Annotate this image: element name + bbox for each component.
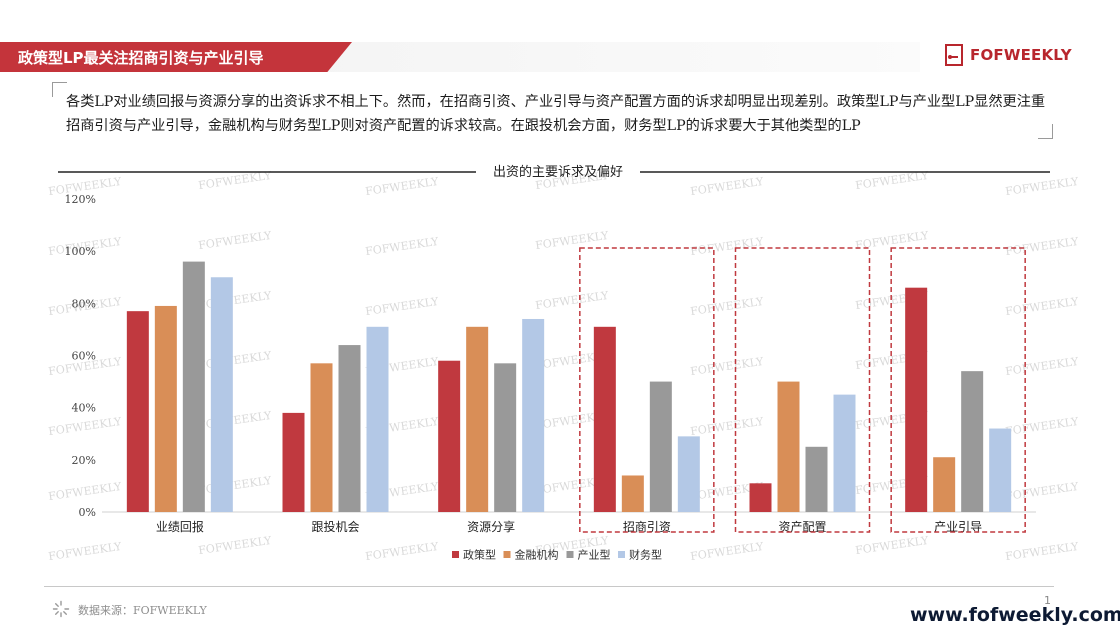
bar-财务型-资产配置 bbox=[833, 394, 856, 512]
y-tick-label: 20% bbox=[72, 454, 96, 467]
legend-swatch-金融机构 bbox=[503, 551, 511, 558]
quote-bracket-bottom-right bbox=[1038, 124, 1053, 139]
quote-bracket-top-left bbox=[52, 82, 67, 97]
bar-政策型-业绩回报 bbox=[126, 311, 149, 512]
bar-财务型-资源分享 bbox=[522, 318, 545, 512]
highlight-box-产业引导 bbox=[890, 247, 1026, 533]
x-tick-label: 业绩回报 bbox=[156, 519, 204, 534]
y-tick-label: 0% bbox=[79, 506, 96, 519]
highlight-box-招商引资 bbox=[579, 247, 715, 533]
logo-text: FOFWEEKLY bbox=[970, 46, 1072, 64]
legend-swatch-政策型 bbox=[452, 551, 459, 558]
bar-金融机构-招商引资 bbox=[621, 475, 644, 512]
page-title: 政策型LP最关注招商引资与产业引导 bbox=[18, 49, 264, 67]
bar-金融机构-跟投机会 bbox=[310, 363, 333, 512]
bar-金融机构-业绩回报 bbox=[154, 305, 177, 512]
bar-财务型-业绩回报 bbox=[210, 277, 233, 512]
chart-title: 出资的主要诉求及偏好 bbox=[493, 164, 623, 180]
highlight-box-资产配置 bbox=[734, 247, 871, 533]
bar-产业型-跟投机会 bbox=[338, 345, 361, 512]
bar-政策型-产业引导 bbox=[905, 287, 928, 512]
fofweekly-logo-icon bbox=[945, 44, 963, 66]
summary-text: 各类LP对业绩回报与资源分享的出资诉求不相上下。然而，在招商引资、产业引导与资产… bbox=[66, 94, 1046, 134]
bar-金融机构-资产配置 bbox=[777, 381, 800, 512]
x-tick-label: 招商引资 bbox=[623, 519, 671, 534]
bar-政策型-跟投机会 bbox=[282, 412, 305, 512]
bar-财务型-跟投机会 bbox=[366, 326, 389, 512]
bar-金融机构-资源分享 bbox=[466, 326, 489, 512]
x-tick-label: 跟投机会 bbox=[311, 519, 359, 534]
legend-swatch-财务型 bbox=[618, 551, 625, 558]
bar-产业型-业绩回报 bbox=[182, 261, 205, 512]
brand-logo: FOFWEEKLY bbox=[944, 42, 1072, 68]
bar-政策型-招商引资 bbox=[593, 326, 616, 512]
bar-产业型-招商引资 bbox=[649, 381, 672, 512]
bar-政策型-资产配置 bbox=[749, 483, 772, 512]
sunburst-icon bbox=[52, 600, 70, 618]
bar-金融机构-产业引导 bbox=[933, 457, 956, 512]
bar-chart: 出资的主要诉求及偏好 0% 20% 40% 60% 80% 100% 120% 业绩回报 跟投机会… bbox=[58, 164, 1050, 562]
title-tab bbox=[0, 42, 352, 72]
legend-label: 产业型 bbox=[578, 548, 611, 562]
legend-label: 财务型 bbox=[629, 548, 662, 562]
x-tick-label: 产业引导 bbox=[934, 520, 982, 534]
legend-swatch-产业型 bbox=[566, 551, 574, 558]
page-number: 1 bbox=[1044, 594, 1051, 607]
y-tick-label: 60% bbox=[72, 350, 96, 363]
footer-divider bbox=[44, 586, 1054, 587]
y-tick-label: 40% bbox=[72, 402, 96, 415]
bar-财务型-招商引资 bbox=[677, 436, 700, 512]
legend-label: 金融机构 bbox=[515, 548, 559, 562]
legend-label: 政策型 bbox=[463, 548, 496, 562]
x-tick-label: 资源分享 bbox=[467, 519, 515, 534]
x-tick-label: 资产配置 bbox=[778, 520, 826, 534]
bar-产业型-资产配置 bbox=[805, 446, 828, 512]
bar-财务型-产业引导 bbox=[989, 428, 1012, 512]
y-tick-label: 120% bbox=[65, 193, 96, 206]
data-source: 数据来源：FOFWEEKLY bbox=[78, 604, 207, 617]
bar-产业型-资源分享 bbox=[494, 363, 517, 512]
bar-政策型-资源分享 bbox=[438, 360, 461, 512]
website-link[interactable]: www.fofweekly.com bbox=[910, 604, 1120, 626]
y-tick-label: 80% bbox=[72, 297, 96, 310]
y-tick-label: 100% bbox=[65, 245, 96, 258]
bar-产业型-产业引导 bbox=[961, 371, 984, 512]
